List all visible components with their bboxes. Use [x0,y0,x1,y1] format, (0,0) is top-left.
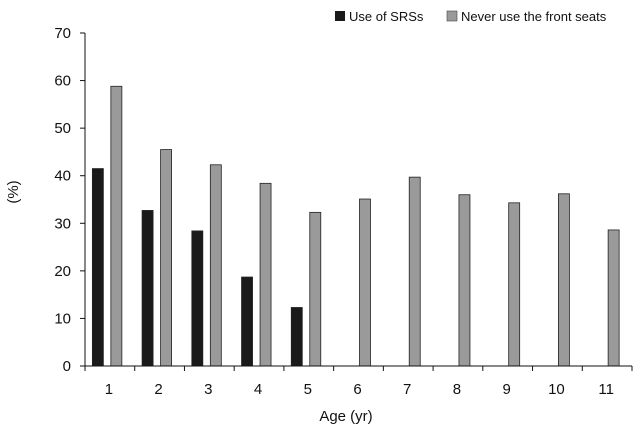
bar-never-front-seats-age-8 [458,194,471,367]
bar-never-front-seats-age-1 [110,85,123,367]
bar-never-front-seats-age-3 [209,164,222,367]
bar-use-of-srss-age-3 [191,230,204,367]
bar-never-front-seats-age-10 [558,193,570,367]
y-ticks: 0 10 20 30 40 50 60 70 [54,25,85,375]
bar-never-front-seats-age-11 [607,229,620,367]
x-tick-label: 5 [304,381,312,398]
bar-never-front-seats-age-5 [309,211,322,367]
y-tick-label: 50 [54,120,71,137]
legend: Use of SRSs Never use the front seats [335,9,607,24]
legend-swatch-use-of-srss [335,11,345,21]
x-tick-label: 10 [548,381,565,398]
bar-never-front-seats-age-2 [160,149,172,367]
y-tick-label: 0 [63,358,71,375]
y-tick-label: 20 [54,263,71,280]
y-tick-label: 60 [54,73,71,90]
bar-use-of-srss-age-4 [241,276,253,367]
x-tick-label: 3 [204,381,212,398]
x-tick-label: 9 [503,381,511,398]
x-tick-label: 4 [254,381,262,398]
bar-never-front-seats-age-7 [408,176,421,367]
y-tick-label: 70 [54,25,71,42]
bar-use-of-srss-age-2 [141,210,154,367]
bar-never-front-seats-age-6 [359,198,371,367]
bars-layer [91,85,620,367]
x-tick-label: 8 [453,381,461,398]
y-tick-label: 40 [54,168,71,185]
bar-use-of-srss-age-1 [91,168,104,367]
x-tick-label: 6 [353,381,361,398]
legend-swatch-never-use-front-seats [446,10,458,22]
legend-label-never-use-front-seats: Never use the front seats [461,9,607,24]
bar-never-front-seats-age-9 [508,202,521,367]
x-tick-label: 11 [598,381,614,398]
legend-label-use-of-srss: Use of SRSs [349,9,424,24]
y-tick-label: 10 [54,310,71,327]
x-tick-label: 2 [154,381,162,398]
y-tick-label: 30 [54,215,71,232]
x-tick-label: 1 [105,381,113,398]
bar-never-front-seats-age-4 [259,182,272,367]
x-axis-label: Age (yr) [319,408,372,425]
y-axis-label: (%) [5,180,22,203]
x-tick-label: 7 [403,381,411,398]
bar-use-of-srss-age-5 [290,307,303,367]
x-ticks: 1 2 3 4 5 6 7 8 9 10 11 [84,366,633,398]
